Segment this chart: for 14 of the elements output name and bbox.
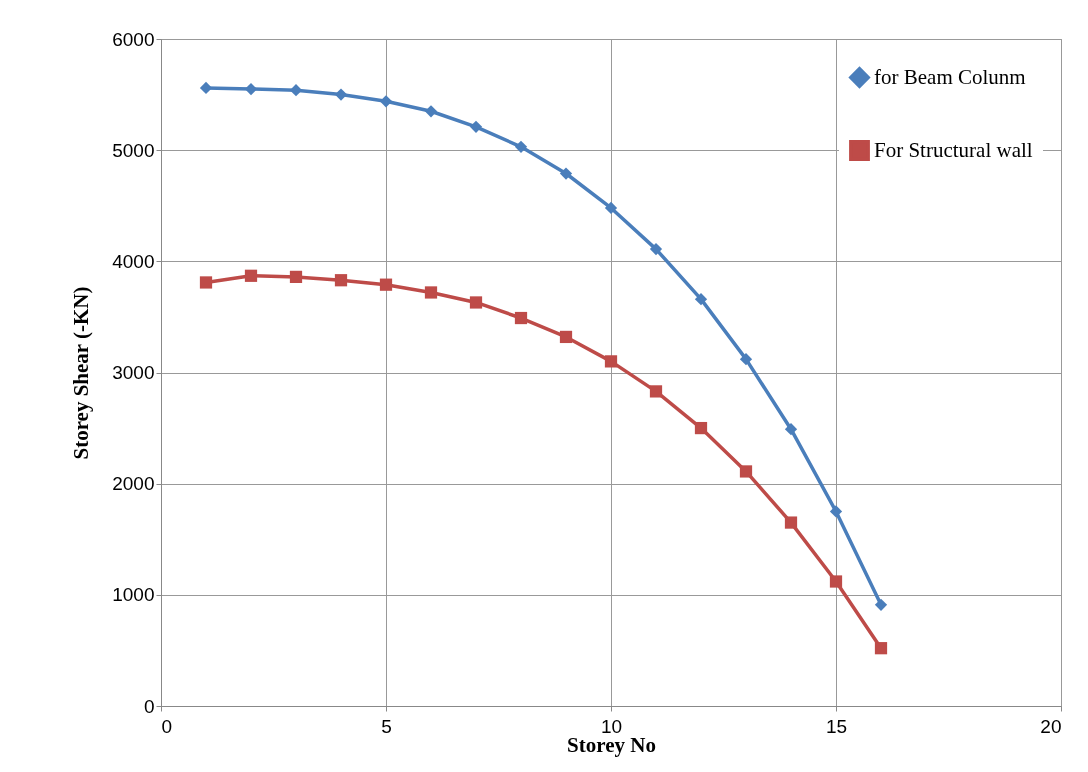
legend-label: For Structural wall (874, 137, 1033, 162)
y-tick-label: 3000 (112, 362, 155, 383)
x-tick-label: 5 (381, 715, 392, 737)
legend-label: for Beam Colunm (874, 64, 1026, 89)
y-tick-label: 2000 (112, 473, 155, 495)
x-tick-label: 15 (825, 715, 848, 737)
x-tick-label: 20 (1040, 715, 1062, 737)
y-tick-label: 1000 (112, 584, 155, 606)
y-tick-label: 0 (143, 695, 155, 717)
y-tick-label: 5000 (112, 139, 155, 161)
y-tick-label: 6000 (112, 28, 155, 50)
x-tick-label: 0 (161, 715, 173, 737)
y-axis-title: Storey Shear (-KN) (69, 286, 94, 460)
y-tick-label: 4000 (112, 250, 155, 272)
